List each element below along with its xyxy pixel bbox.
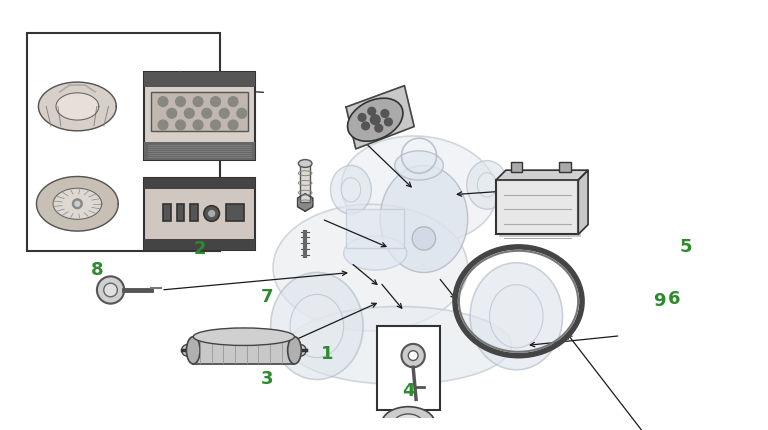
- Bar: [177, 204, 184, 221]
- Text: 5: 5: [679, 238, 692, 256]
- Bar: [144, 178, 256, 189]
- Circle shape: [75, 201, 80, 206]
- Text: 3: 3: [260, 370, 273, 388]
- Ellipse shape: [298, 160, 312, 167]
- Circle shape: [385, 118, 392, 126]
- Circle shape: [72, 199, 82, 209]
- Ellipse shape: [273, 204, 468, 331]
- Circle shape: [294, 344, 306, 356]
- Bar: [27, 34, 220, 251]
- Bar: [144, 72, 256, 160]
- Ellipse shape: [394, 414, 423, 430]
- Circle shape: [210, 120, 220, 130]
- Circle shape: [368, 108, 376, 115]
- Circle shape: [104, 283, 118, 297]
- Bar: [227, 204, 243, 221]
- Circle shape: [381, 110, 389, 117]
- Circle shape: [409, 351, 418, 360]
- Text: 4: 4: [402, 382, 415, 400]
- Bar: [163, 204, 170, 221]
- Circle shape: [194, 97, 203, 107]
- Circle shape: [210, 97, 220, 107]
- Circle shape: [228, 120, 238, 130]
- Polygon shape: [297, 194, 313, 211]
- Text: 7: 7: [260, 288, 273, 306]
- Circle shape: [402, 344, 425, 367]
- Bar: [559, 163, 571, 172]
- Circle shape: [181, 344, 194, 356]
- Text: 9: 9: [653, 292, 666, 310]
- Polygon shape: [37, 177, 118, 231]
- Circle shape: [412, 227, 435, 250]
- Ellipse shape: [478, 173, 497, 197]
- Ellipse shape: [470, 263, 563, 370]
- Bar: [151, 92, 247, 131]
- Circle shape: [158, 97, 168, 107]
- Ellipse shape: [330, 166, 372, 214]
- Ellipse shape: [395, 151, 443, 180]
- Circle shape: [375, 124, 382, 132]
- Text: 8: 8: [91, 261, 104, 279]
- Ellipse shape: [187, 337, 200, 364]
- Bar: [190, 204, 198, 221]
- Circle shape: [202, 108, 212, 118]
- Circle shape: [204, 206, 220, 221]
- Bar: [346, 209, 405, 248]
- Bar: [144, 142, 256, 160]
- Ellipse shape: [467, 160, 508, 209]
- Circle shape: [97, 276, 124, 304]
- Bar: [511, 163, 522, 172]
- Polygon shape: [53, 188, 101, 219]
- Ellipse shape: [290, 295, 343, 358]
- Polygon shape: [56, 93, 99, 120]
- Bar: [496, 180, 578, 234]
- Ellipse shape: [343, 236, 407, 270]
- Ellipse shape: [288, 307, 511, 384]
- Bar: [144, 178, 256, 251]
- Circle shape: [358, 114, 366, 121]
- Ellipse shape: [489, 285, 543, 348]
- Circle shape: [370, 115, 380, 125]
- Circle shape: [176, 97, 185, 107]
- Ellipse shape: [348, 98, 403, 141]
- Ellipse shape: [288, 337, 301, 364]
- Bar: [144, 72, 256, 87]
- Bar: [194, 337, 294, 364]
- Circle shape: [194, 120, 203, 130]
- Ellipse shape: [341, 178, 361, 202]
- Polygon shape: [578, 170, 588, 234]
- Circle shape: [209, 211, 214, 216]
- Polygon shape: [38, 82, 116, 131]
- Ellipse shape: [270, 273, 363, 380]
- Bar: [144, 239, 256, 251]
- Circle shape: [362, 122, 369, 130]
- Text: 2: 2: [194, 240, 206, 258]
- Circle shape: [184, 108, 194, 118]
- Circle shape: [176, 120, 185, 130]
- Bar: [376, 326, 440, 410]
- Circle shape: [158, 120, 168, 130]
- Ellipse shape: [380, 166, 468, 273]
- Circle shape: [237, 108, 247, 118]
- Polygon shape: [496, 170, 588, 180]
- Circle shape: [167, 108, 177, 118]
- Circle shape: [228, 97, 238, 107]
- Ellipse shape: [194, 328, 294, 345]
- Polygon shape: [346, 86, 414, 149]
- Text: 6: 6: [668, 290, 680, 308]
- Bar: [499, 183, 581, 237]
- Ellipse shape: [382, 407, 435, 430]
- Circle shape: [220, 108, 229, 118]
- Ellipse shape: [341, 136, 497, 243]
- Bar: [300, 163, 310, 203]
- Text: 1: 1: [320, 344, 333, 362]
